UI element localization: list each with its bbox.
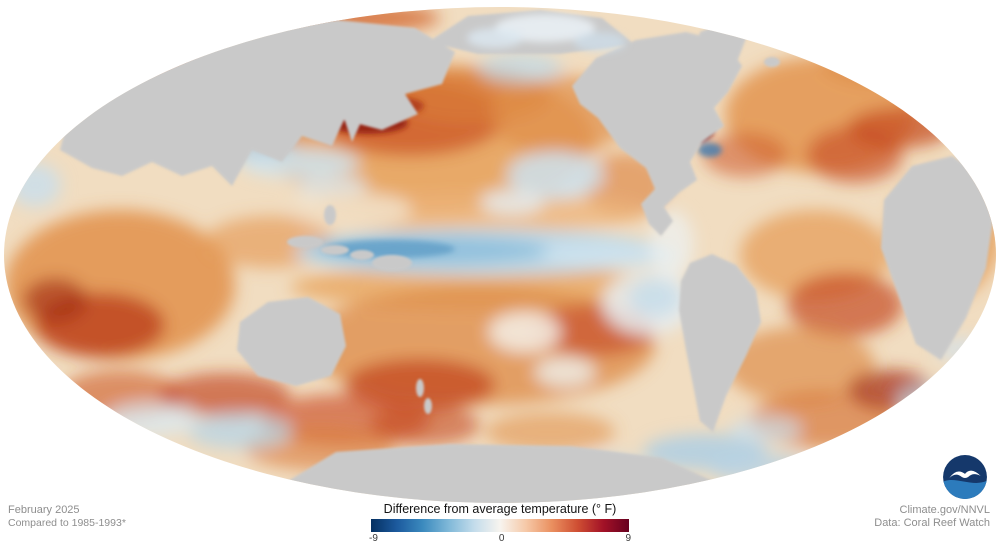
- landmass-north-america: [572, 32, 742, 236]
- landmass-indonesia: [287, 236, 323, 248]
- landmass-africa: [881, 156, 993, 360]
- colorbar-mid-label: 0: [498, 533, 505, 544]
- landmass-indonesia: [350, 250, 374, 260]
- baseline-label: Compared to 1985-1993*: [8, 517, 126, 529]
- landmass-indonesia: [321, 245, 349, 255]
- polar-ice: [467, 14, 626, 52]
- colorbar-min-label: -9: [369, 533, 378, 544]
- landmass-south-america: [679, 254, 761, 432]
- credit-source: Climate.gov/NNVL: [899, 504, 990, 516]
- credit-data: Data: Coral Reef Watch: [874, 517, 990, 529]
- colorbar-max-label: 9: [625, 533, 631, 544]
- landmass-antarctica: [270, 444, 724, 503]
- colorbar-labels: -9 0 9: [369, 533, 631, 544]
- landmass-new-zealand: [424, 398, 432, 414]
- world-anomaly-map: [4, 7, 996, 503]
- landmass-japan: [342, 96, 362, 142]
- seagull-icon: [949, 470, 981, 479]
- landmass-europe: [902, 55, 979, 105]
- legend-title: Difference from average temperature (° F…: [383, 502, 617, 516]
- colorbar-gradient: [371, 519, 629, 532]
- landmass-new-guinea: [372, 255, 412, 271]
- landmass-philippines: [324, 205, 336, 225]
- date-and-baseline: February 2025 Compared to 1985-1993*: [8, 504, 126, 530]
- credits: Climate.gov/NNVL Data: Coral Reef Watch: [874, 504, 990, 530]
- landmass-new-zealand: [416, 379, 424, 397]
- landmass-australia: [237, 297, 346, 386]
- landmass-iceland: [764, 57, 780, 67]
- legend: Difference from average temperature (° F…: [350, 502, 650, 544]
- noaa-logo-icon: [943, 455, 987, 499]
- date-label: February 2025: [8, 504, 80, 516]
